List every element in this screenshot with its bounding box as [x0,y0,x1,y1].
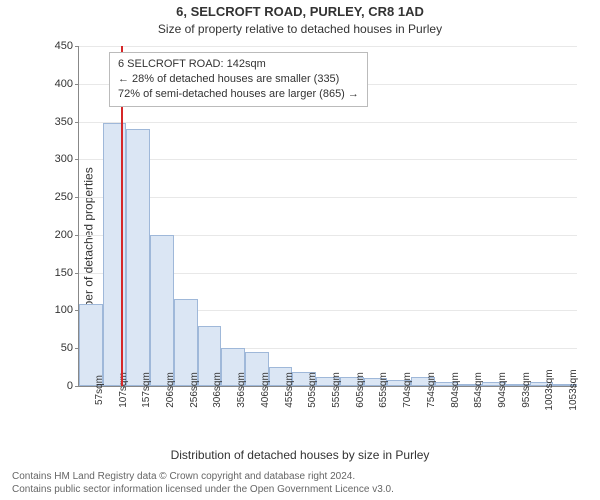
x-tick-label: 555sqm [331,372,342,408]
x-tick-label: 57sqm [94,375,105,405]
chart-title: 6, SELCROFT ROAD, PURLEY, CR8 1AD [0,4,600,19]
plot-area: 05010015020025030035040045057sqm107sqm15… [78,46,577,387]
x-tick-label: 904sqm [497,372,508,408]
x-tick-label: 256sqm [189,372,200,408]
y-tick-label: 300 [55,153,73,165]
x-tick-label: 157sqm [141,372,152,408]
info-line-2: ← 28% of detached houses are smaller (33… [118,72,359,87]
y-tick-label: 400 [55,78,73,90]
y-tick-mark [75,386,79,387]
x-tick-label: 1003sqm [544,369,555,410]
x-tick-label: 605sqm [355,372,366,408]
y-tick-label: 200 [55,229,73,241]
y-tick-mark [75,273,79,274]
info-line-3: 72% of semi-detached houses are larger (… [118,87,359,102]
y-tick-label: 0 [67,380,73,392]
histogram-bar [79,304,103,386]
x-tick-label: 655sqm [378,372,389,408]
y-tick-mark [75,84,79,85]
x-tick-label: 804sqm [450,372,461,408]
y-tick-mark [75,122,79,123]
x-tick-label: 1053sqm [568,369,579,410]
y-tick-label: 50 [61,342,73,354]
histogram-bar [126,129,150,386]
chart-subtitle: Size of property relative to detached ho… [0,22,600,36]
footer-line-2: Contains public sector information licen… [12,483,588,496]
y-tick-label: 250 [55,191,73,203]
footer-attribution: Contains HM Land Registry data © Crown c… [12,470,588,496]
x-tick-label: 455sqm [284,372,295,408]
x-axis-label: Distribution of detached houses by size … [0,448,600,462]
info-line-1: 6 SELCROFT ROAD: 142sqm [118,57,359,72]
y-tick-label: 150 [55,267,73,279]
y-tick-mark [75,197,79,198]
y-tick-label: 450 [55,40,73,52]
y-tick-label: 350 [55,116,73,128]
x-tick-label: 854sqm [473,372,484,408]
grid-line [79,197,577,198]
grid-line [79,122,577,123]
footer-line-1: Contains HM Land Registry data © Crown c… [12,470,588,483]
histogram-chart: 6, SELCROFT ROAD, PURLEY, CR8 1AD Size o… [0,0,600,500]
x-tick-label: 505sqm [307,372,318,408]
y-tick-label: 100 [55,304,73,316]
x-tick-label: 306sqm [212,372,223,408]
y-tick-mark [75,235,79,236]
grid-line [79,46,577,47]
x-tick-label: 356sqm [236,372,247,408]
y-tick-mark [75,46,79,47]
histogram-bar [150,235,174,386]
info-box: 6 SELCROFT ROAD: 142sqm ← 28% of detache… [109,52,368,107]
grid-line [79,159,577,160]
x-tick-label: 704sqm [402,372,413,408]
x-tick-label: 953sqm [521,372,532,408]
y-tick-mark [75,159,79,160]
x-tick-label: 406sqm [260,372,271,408]
x-tick-label: 206sqm [165,372,176,408]
x-tick-label: 754sqm [426,372,437,408]
